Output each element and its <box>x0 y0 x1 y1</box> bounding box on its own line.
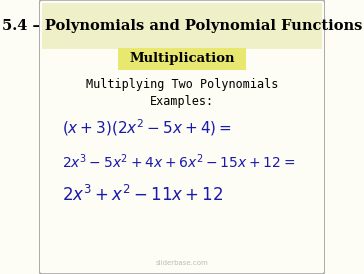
Text: 5.4 – Polynomials and Polynomial Functions: 5.4 – Polynomials and Polynomial Functio… <box>2 19 362 33</box>
Text: Multiplication: Multiplication <box>129 52 235 65</box>
Text: Multiplying Two Polynomials: Multiplying Two Polynomials <box>86 78 278 92</box>
FancyBboxPatch shape <box>118 48 246 70</box>
FancyBboxPatch shape <box>39 0 325 274</box>
Text: $(x+3)\left(2x^2-5x+4\right)=$: $(x+3)\left(2x^2-5x+4\right)=$ <box>62 117 232 138</box>
Text: Examples:: Examples: <box>150 95 214 109</box>
Text: $2x^3-5x^2+4x+6x^2-15x+12=$: $2x^3-5x^2+4x+6x^2-15x+12=$ <box>62 152 295 171</box>
Text: $2x^3+x^2-11x+12$: $2x^3+x^2-11x+12$ <box>62 184 223 205</box>
Text: sliderbase.com: sliderbase.com <box>156 260 208 266</box>
FancyBboxPatch shape <box>42 3 322 49</box>
